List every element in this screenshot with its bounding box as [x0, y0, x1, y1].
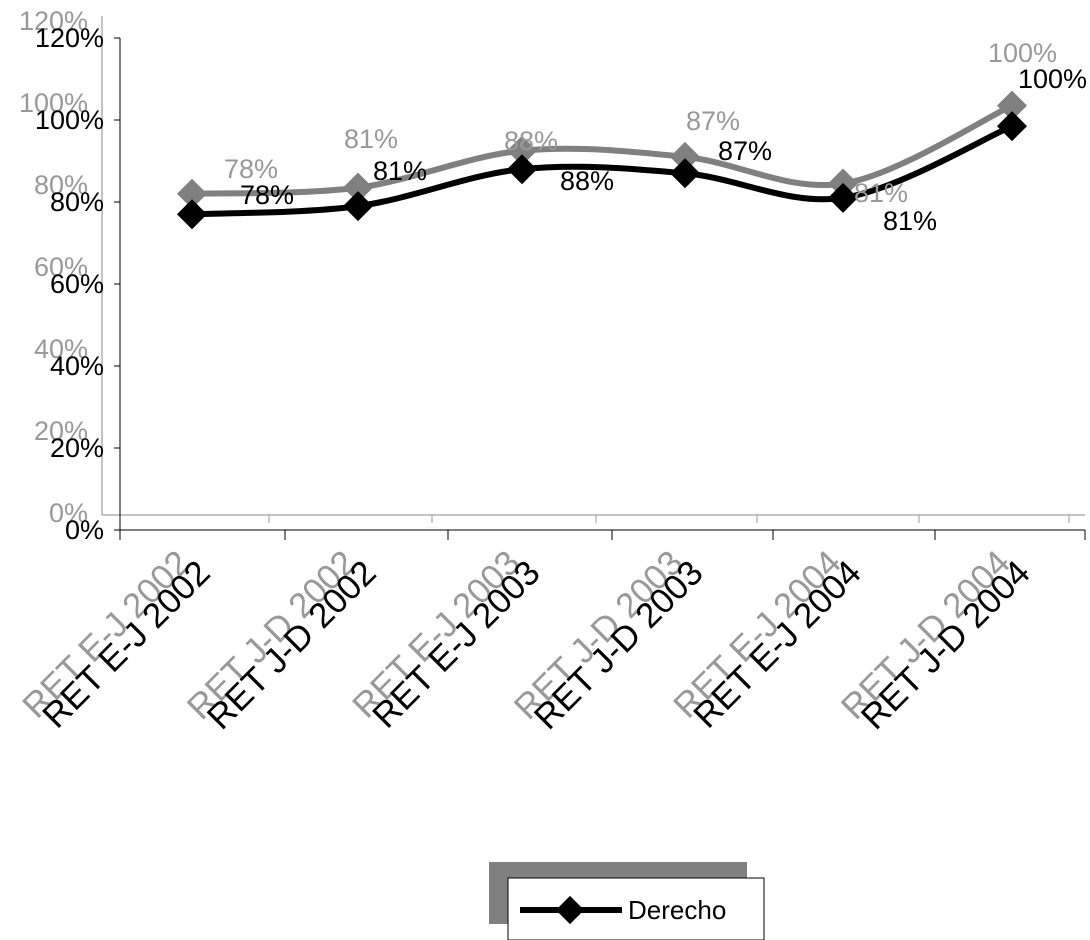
series-line-shadow [191, 102, 1014, 197]
data-label-shadow: 100% [988, 38, 1057, 68]
data-point-marker-shadow [343, 172, 373, 203]
data-point-marker-shadow [670, 141, 700, 172]
series-lines [191, 102, 1014, 218]
y-tick-label: 20% [50, 433, 104, 463]
data-label-shadow: 81% [344, 124, 398, 154]
legend-label: Derecho [628, 895, 726, 925]
y-tick-label-shadow: 20% [34, 416, 88, 446]
x-tick-label: RET J-D 2004 [854, 553, 1038, 737]
y-tick-label: 60% [50, 269, 104, 299]
y-tick-label: 120% [35, 23, 104, 53]
data-point-marker-shadow [997, 90, 1027, 121]
data-point-marker-shadow [177, 178, 207, 209]
data-label: 87% [718, 136, 772, 166]
data-label: 78% [240, 180, 294, 210]
y-tick-label-shadow: 0% [49, 498, 88, 528]
x-tick-label-shadow: RET J-D 2004 [834, 543, 1018, 727]
data-point-marker [828, 182, 858, 213]
data-label: 88% [560, 166, 614, 196]
series-markers [177, 90, 1027, 230]
axes [101, 16, 1086, 540]
data-label-shadow: 88% [504, 126, 558, 156]
y-tick-label: 100% [35, 105, 104, 135]
y-tick-label: 0% [65, 515, 104, 545]
data-label-shadow: 78% [224, 154, 278, 184]
series-line-derecho [191, 123, 1014, 218]
y-tick-label: 80% [50, 187, 104, 217]
data-point-marker [507, 154, 537, 185]
data-label-shadow: 81% [854, 178, 908, 208]
data-label-shadow: 87% [686, 106, 740, 136]
legend: Derecho [489, 862, 765, 940]
data-label: 81% [373, 156, 427, 186]
y-tick-label-shadow: 40% [34, 334, 88, 364]
data-point-marker [670, 158, 700, 189]
data-point-marker [177, 199, 207, 230]
y-tick-labels: 0%0% 20%20% 40%40% 60%60% 80%80% 100%100% 120%… [19, 6, 104, 545]
y-tick-label-shadow: 100% [19, 88, 88, 118]
y-tick-label: 40% [50, 351, 104, 381]
data-point-marker [343, 191, 373, 222]
data-label: 100% [1018, 64, 1087, 94]
y-tick-label-shadow: 60% [34, 252, 88, 282]
y-tick-label-shadow: 120% [19, 6, 88, 36]
y-tick-label-shadow: 80% [34, 170, 88, 200]
data-label: 81% [883, 206, 937, 236]
data-point-marker-shadow [507, 135, 537, 166]
legend-diamond-marker [555, 895, 585, 925]
x-tick-label-shadow: RET E-J 2002 [15, 543, 198, 726]
data-labels: 78% 81% 88% 87% 81% 100% 78% 81% 88% 87% 81% 100% [224, 38, 1087, 236]
data-point-marker [997, 111, 1027, 142]
